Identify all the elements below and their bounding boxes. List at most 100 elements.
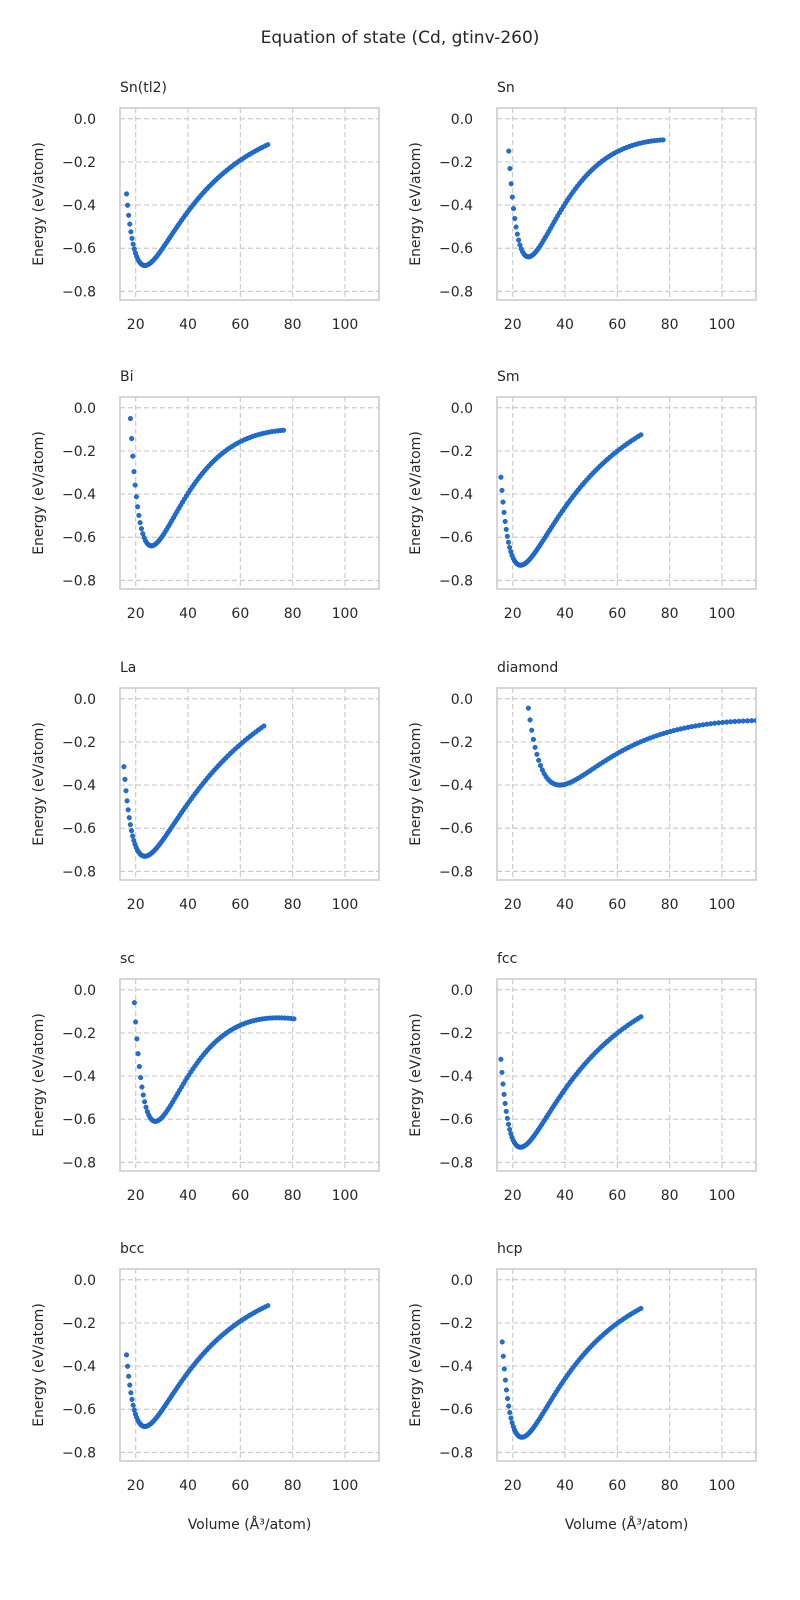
y-tick-label: 0.0 [451, 401, 473, 417]
y-axis-label: Energy (eV/atom) [31, 722, 47, 846]
data-point [500, 499, 506, 505]
data-point [143, 1104, 149, 1110]
data-point [753, 718, 756, 724]
y-tick-label: −0.6 [439, 530, 473, 546]
axes-frame [496, 107, 757, 301]
y-tick-label: 0.0 [451, 692, 473, 708]
x-tick-label: 80 [284, 1478, 302, 1494]
x-tick-label: 100 [332, 1188, 359, 1204]
y-axis-label: Energy (eV/atom) [408, 1013, 424, 1137]
y-axis-label: Energy (eV/atom) [31, 1013, 47, 1137]
y-tick-label: −0.4 [62, 1359, 96, 1375]
subplot-6: 20 40 60 80 100 0.0 −0.2 −0.4 −0.6 −0.8 diamond Ene… [408, 660, 757, 913]
data-point [138, 526, 145, 532]
x-tick-label: 20 [504, 1478, 522, 1494]
subplot-10: 20 40 60 80 100 0.0 −0.2 −0.4 −0.6 −0.8 hcp Energy … [408, 1241, 757, 1533]
data-point [536, 757, 542, 763]
subplot-title: Sn [497, 80, 515, 96]
series-points [525, 705, 756, 788]
y-tick-label: −0.2 [62, 735, 96, 751]
data-point [505, 1121, 512, 1127]
y-tick-label: −0.8 [62, 284, 96, 300]
axes-frame [119, 1268, 380, 1462]
data-point [121, 764, 127, 770]
data-point [500, 1353, 506, 1359]
data-point [142, 1099, 148, 1105]
data-point [498, 474, 504, 480]
data-point [506, 1403, 512, 1409]
y-tick-label: 0.0 [451, 983, 473, 999]
data-point [736, 718, 742, 724]
y-tick-label: −0.6 [439, 821, 473, 837]
x-tick-label: 60 [231, 1478, 249, 1494]
x-tick-label: 40 [179, 1188, 197, 1204]
y-tick-label: −0.6 [439, 1402, 473, 1418]
data-point [139, 1084, 145, 1090]
subplot-2: 20 40 60 80 100 0.0 −0.2 −0.4 −0.6 −0.8 Sn Energy (… [408, 80, 757, 333]
x-tick-label: 40 [179, 897, 197, 913]
axes-frame [119, 107, 380, 301]
data-point [510, 206, 517, 212]
x-tick-label: 80 [661, 317, 679, 333]
y-tick-label: −0.2 [439, 155, 473, 171]
y-tick-label: −0.4 [62, 198, 96, 214]
data-point [505, 1396, 511, 1402]
x-tick-label: 40 [179, 317, 197, 333]
data-point [660, 137, 666, 143]
data-point [136, 512, 142, 518]
x-tick-label: 40 [179, 1478, 197, 1494]
data-point [134, 1036, 140, 1042]
data-point [502, 518, 508, 525]
x-tick-label: 80 [284, 897, 302, 913]
y-tick-label: −0.8 [439, 573, 473, 589]
y-axis-label: Energy (eV/atom) [408, 142, 424, 266]
x-tick-label: 100 [332, 606, 359, 622]
data-point [507, 1126, 513, 1132]
data-point [501, 1091, 507, 1097]
x-tick-label: 60 [231, 606, 249, 622]
data-point [504, 1115, 510, 1121]
y-tick-label: −0.2 [62, 155, 96, 171]
x-tick-label: 80 [661, 897, 679, 913]
x-tick-label: 80 [661, 1478, 679, 1494]
series-points [121, 723, 267, 859]
data-point [740, 718, 746, 724]
x-tick-label: 80 [661, 1188, 679, 1204]
y-tick-label: −0.2 [439, 1026, 473, 1042]
y-axis-label: Energy (eV/atom) [31, 1303, 47, 1427]
data-point [498, 1056, 504, 1062]
y-tick-label: −0.8 [439, 864, 473, 880]
x-tick-label: 60 [608, 897, 626, 913]
subplot-8: 20 40 60 80 100 0.0 −0.2 −0.4 −0.6 −0.8 fcc Energy … [408, 951, 757, 1204]
x-tick-label: 60 [608, 1478, 626, 1494]
y-tick-label: 0.0 [451, 1273, 473, 1289]
data-point [503, 1387, 510, 1393]
data-point [499, 1339, 505, 1345]
data-point [749, 718, 755, 724]
x-tick-label: 80 [284, 317, 302, 333]
data-point [505, 539, 512, 545]
data-point [516, 237, 522, 243]
data-point [130, 453, 136, 459]
subplot-7: 20 40 60 80 100 0.0 −0.2 −0.4 −0.6 −0.8 sc Energy (… [31, 951, 380, 1204]
y-tick-label: −0.6 [62, 1112, 96, 1128]
data-point [128, 1390, 134, 1396]
x-tick-label: 40 [556, 897, 574, 913]
data-point [132, 482, 138, 488]
x-tick-label: 100 [332, 897, 359, 913]
x-tick-label: 100 [332, 1478, 359, 1494]
y-tick-label: −0.6 [439, 241, 473, 257]
x-tick-label: 80 [661, 606, 679, 622]
data-point [503, 1108, 509, 1114]
x-tick-label: 20 [127, 897, 145, 913]
y-tick-label: −0.8 [62, 864, 96, 880]
x-tick-label: 80 [284, 1188, 302, 1204]
y-axis-label: Energy (eV/atom) [31, 431, 47, 555]
data-point [514, 231, 520, 237]
y-axis-label: Energy (eV/atom) [408, 722, 424, 846]
data-point [638, 1305, 644, 1311]
y-tick-label: 0.0 [74, 983, 96, 999]
data-point [534, 751, 540, 757]
subplot-1: 20 40 60 80 100 0.0 −0.2 −0.4 −0.6 −0.8 Sn(tl2) Ene… [31, 80, 380, 333]
data-point [503, 526, 509, 532]
